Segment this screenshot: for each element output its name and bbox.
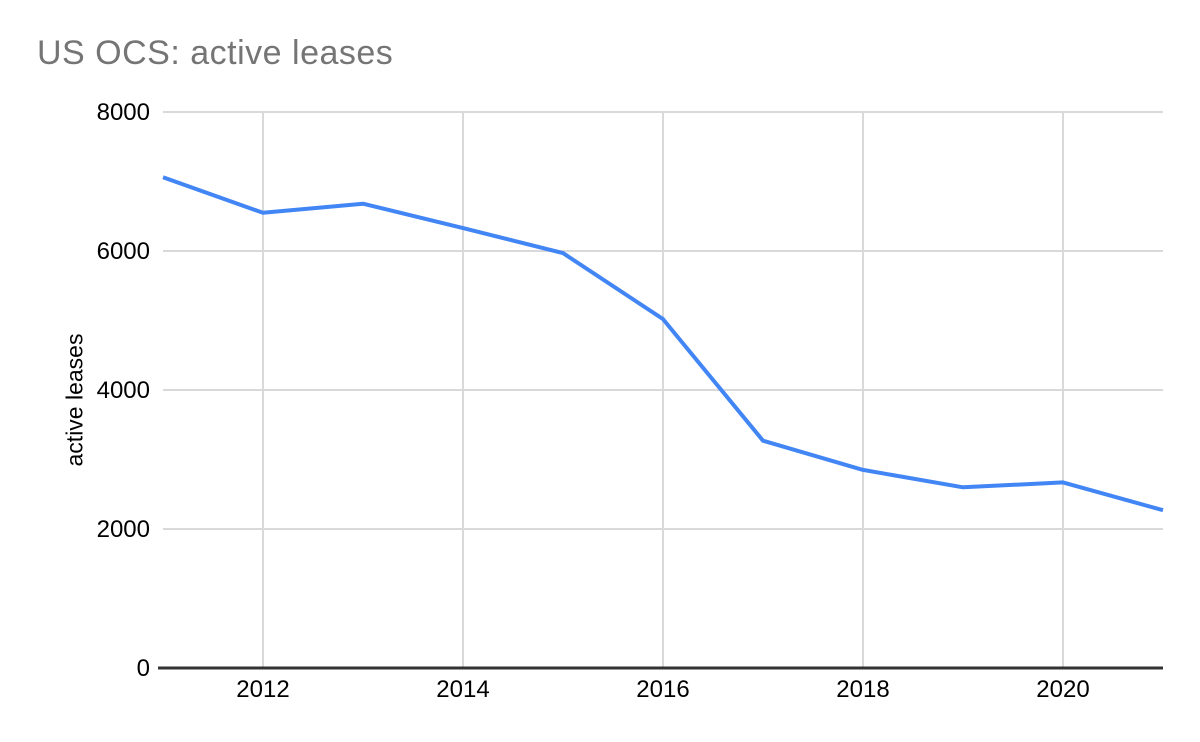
- y-tick-label: 4000: [97, 377, 150, 404]
- x-tick-label: 2012: [236, 676, 289, 703]
- chart-title: US OCS: active leases: [37, 34, 394, 72]
- y-tick-label: 8000: [97, 99, 150, 126]
- y-tick-label: 6000: [97, 238, 150, 265]
- x-tick-label: 2014: [436, 676, 489, 703]
- x-tick-label: 2020: [1036, 676, 1089, 703]
- y-tick-label: 0: [137, 655, 150, 682]
- x-tick-label: 2016: [636, 676, 689, 703]
- series-line-active-leases: [162, 175, 1164, 513]
- x-tick-label: 2018: [836, 676, 889, 703]
- y-tick-label: 2000: [97, 516, 150, 543]
